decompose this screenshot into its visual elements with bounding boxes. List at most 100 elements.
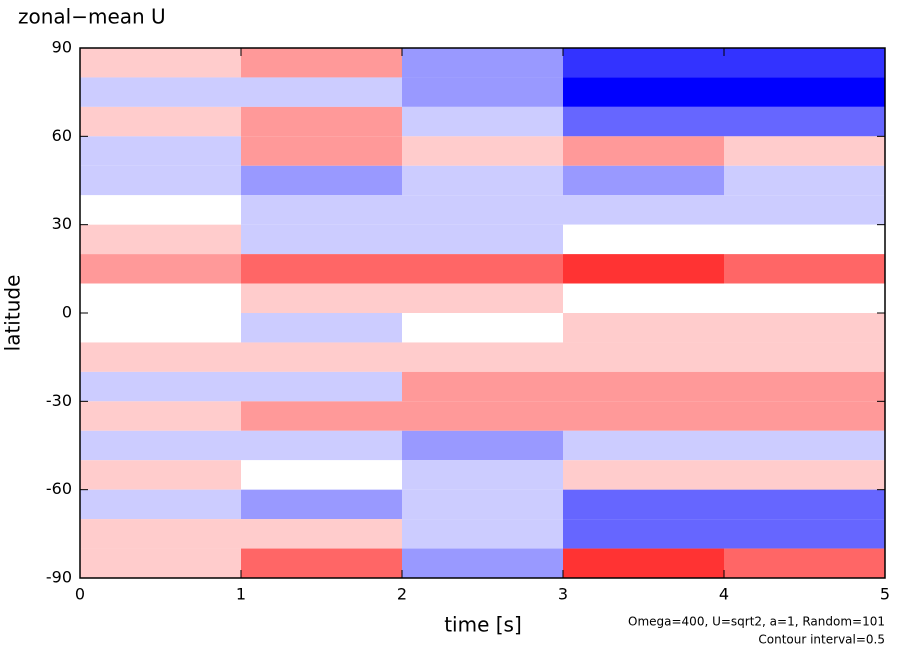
y-axis-label: latitude [1,275,25,352]
heat-cell [563,165,724,196]
heat-cell [724,48,885,78]
heat-cell [402,342,563,372]
heat-cell [241,224,402,255]
heat-cell [402,195,563,225]
heat-cell [402,77,563,107]
heat-cell [241,106,402,137]
heat-cell [724,106,885,137]
heat-cell [241,342,402,372]
heat-cell [80,489,241,520]
heat-cell [241,519,402,549]
heat-cell [563,313,724,343]
heat-cell [241,195,402,225]
chart-title: zonal−mean U [18,5,166,29]
heat-cell [563,195,724,225]
heat-cell [402,548,563,578]
heat-cell [724,254,885,284]
heat-cell [563,254,724,284]
y-tick-label: 90 [52,38,72,57]
heat-cell [563,48,724,78]
heat-cell [402,48,563,78]
heat-cell [80,371,241,402]
annotation: Contour interval=0.5 [758,633,885,647]
heat-cell [80,283,241,313]
heat-cell [241,48,402,78]
heat-cell [80,342,241,372]
heat-cell [563,224,724,255]
heat-cell [241,430,402,461]
heat-cell [241,136,402,166]
heat-cell [80,165,241,196]
heat-cell [724,77,885,107]
heat-cell [724,165,885,196]
x-tick-label: 0 [75,585,85,604]
heat-cell [724,430,885,461]
heat-cell [402,106,563,137]
heat-cell [241,165,402,196]
annotation: Omega=400, U=sqrt2, a=1, Random=101 [628,615,885,629]
heat-cell [724,489,885,520]
heat-cell [724,342,885,372]
heat-cell [80,401,241,431]
heat-cell [80,460,241,490]
heat-cell [402,519,563,549]
heat-cell [724,195,885,225]
heat-cell [241,401,402,431]
heat-cell [241,313,402,343]
heat-cell [724,401,885,431]
heat-cell [563,77,724,107]
heat-cell [80,48,241,78]
x-tick-label: 3 [558,585,568,604]
heat-cell [563,371,724,402]
heat-cell [402,254,563,284]
heat-cell [563,283,724,313]
heat-cell [402,371,563,402]
y-tick-label: -60 [46,479,72,498]
heat-cell [563,489,724,520]
heat-cell [80,519,241,549]
x-axis-label: time [s] [444,613,522,637]
heat-cell [402,401,563,431]
heat-cell [80,254,241,284]
x-tick-label: 4 [719,585,729,604]
y-tick-label: 0 [62,303,72,322]
heat-cell [724,283,885,313]
heat-cell [402,136,563,166]
heat-cell [402,283,563,313]
y-tick-label: -30 [46,391,72,410]
heat-cell [402,489,563,520]
heat-cell [563,548,724,578]
heat-cell [80,106,241,137]
heat-cell [241,548,402,578]
heat-cell [563,342,724,372]
heat-cell [724,313,885,343]
heat-cell [241,460,402,490]
heat-cell [563,519,724,549]
y-tick-label: 60 [52,126,72,145]
y-tick-label: -90 [46,568,72,587]
heat-cell [724,224,885,255]
heat-cell [563,106,724,137]
heat-cell [80,136,241,166]
heat-cell [80,224,241,255]
y-tick-label: 30 [52,214,72,233]
heat-cell [80,77,241,107]
heat-cell [241,77,402,107]
heat-cell [724,519,885,549]
heat-cell [402,165,563,196]
heat-cell [241,489,402,520]
heat-cell [402,430,563,461]
x-tick-label: 5 [880,585,890,604]
heat-cell [563,460,724,490]
x-tick-label: 2 [397,585,407,604]
heat-cell [563,401,724,431]
heat-cell [80,195,241,225]
heat-cell [402,313,563,343]
heat-cell [724,371,885,402]
heat-cell [80,430,241,461]
x-tick-label: 1 [236,585,246,604]
heat-cell [241,254,402,284]
heat-cell [402,224,563,255]
heat-cell [563,136,724,166]
